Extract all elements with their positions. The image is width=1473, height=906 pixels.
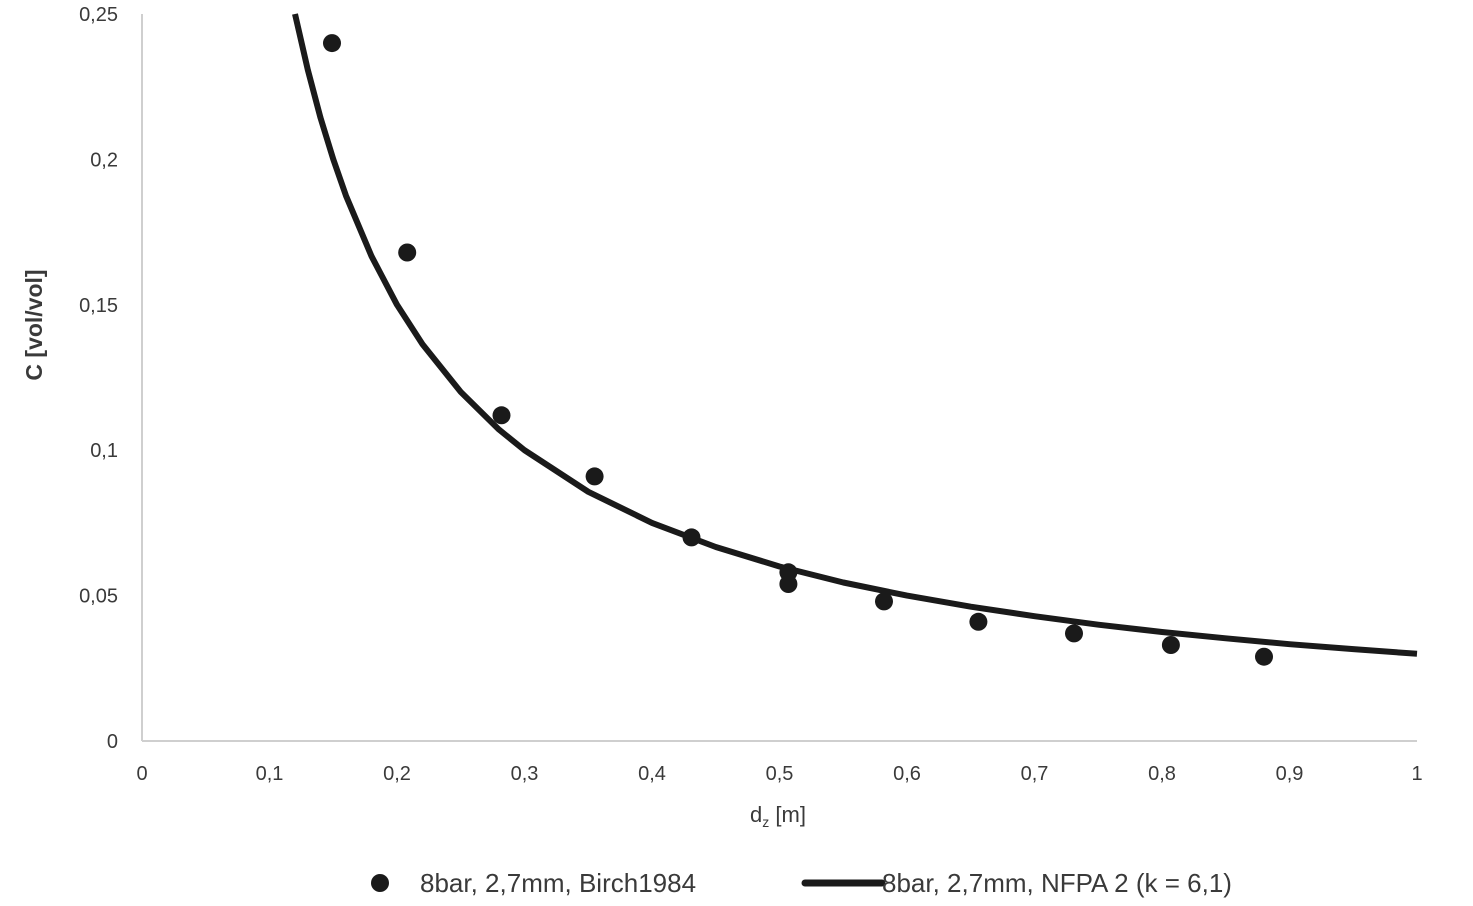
x-tick-label: 0,1 bbox=[256, 763, 284, 785]
series-line-nfpa-path bbox=[292, 13, 1418, 657]
y-tick-label: 0,1 bbox=[90, 440, 118, 462]
x-tick-label: 1 bbox=[1411, 763, 1422, 785]
data-point bbox=[323, 34, 341, 53]
y-tick-label: 0,15 bbox=[79, 295, 118, 317]
x-tick-label: 0,5 bbox=[766, 763, 794, 785]
x-tick-label: 0 bbox=[136, 763, 147, 785]
x-axis-title-unit: [m] bbox=[769, 802, 806, 827]
legend-label-nfpa: 8bar, 2,7mm, NFPA 2 (k = 6,1) bbox=[882, 868, 1232, 898]
data-point bbox=[1065, 624, 1083, 643]
data-point bbox=[1161, 636, 1180, 654]
x-tick-label: 0,4 bbox=[638, 763, 666, 785]
y-axis-title: C [vol/vol] bbox=[21, 269, 47, 380]
data-point bbox=[875, 592, 893, 611]
series-points-birch bbox=[323, 34, 1273, 666]
data-point bbox=[492, 406, 511, 425]
legend-label-birch: 8bar, 2,7mm, Birch1984 bbox=[420, 868, 696, 898]
y-tick-label: 0,05 bbox=[79, 586, 118, 608]
x-tick-label: 0,7 bbox=[1021, 763, 1049, 785]
data-point bbox=[398, 243, 417, 262]
x-tick-label: 0,8 bbox=[1148, 763, 1176, 785]
data-point bbox=[1255, 647, 1273, 666]
y-tick-label: 0 bbox=[107, 731, 118, 753]
y-tick-label: 0,25 bbox=[79, 4, 118, 26]
axes bbox=[141, 14, 1417, 742]
y-tick-label: 0,2 bbox=[90, 149, 118, 171]
legend-marker-birch bbox=[371, 874, 389, 892]
x-axis-title: dz [m] bbox=[750, 802, 806, 830]
legend: 8bar, 2,7mm, Birch1984 8bar, 2,7mm, NFPA… bbox=[371, 868, 1232, 898]
data-point bbox=[969, 612, 988, 631]
x-axis-title-main: d bbox=[750, 802, 762, 827]
data-point bbox=[585, 467, 604, 486]
x-tick-label: 0,2 bbox=[383, 763, 411, 785]
x-tick-label: 0,6 bbox=[893, 763, 921, 785]
data-point bbox=[682, 528, 701, 547]
y-axis-ticks: 0 0,05 0,1 0,15 0,2 0,25 bbox=[79, 4, 118, 753]
x-axis-ticks: 0 0,1 0,2 0,3 0,4 0,5 0,6 0,7 0,8 0,9 1 bbox=[136, 763, 1422, 785]
x-axis-title-subscript: z bbox=[762, 814, 769, 830]
x-tick-label: 0,3 bbox=[511, 763, 539, 785]
x-tick-label: 0,9 bbox=[1276, 763, 1304, 785]
series-line-nfpa bbox=[292, 13, 1418, 657]
data-point bbox=[779, 575, 798, 593]
